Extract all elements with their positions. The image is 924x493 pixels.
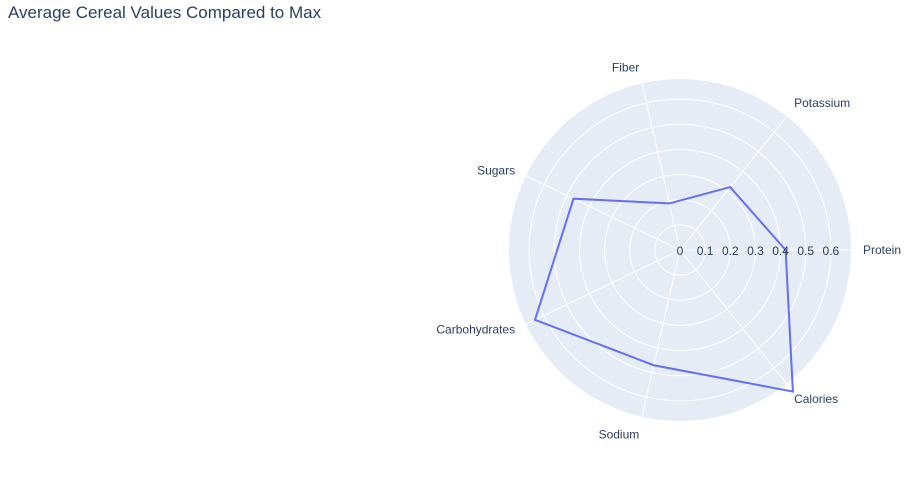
angular-gridlines: [525, 83, 851, 417]
angular-gridline-3: [525, 175, 681, 251]
radial-tick-label: 0.1: [697, 244, 714, 258]
axis-label-sugars: Sugars: [477, 164, 515, 178]
radial-tick-label: 0.6: [823, 244, 840, 258]
axis-label-protein: Protein: [863, 243, 901, 257]
radial-tick-label: 0.4: [772, 244, 789, 258]
angular-gridline-2: [641, 83, 681, 251]
axis-label-potassium: Potassium: [794, 96, 850, 110]
axis-label-sodium: Sodium: [599, 427, 640, 441]
radial-tick-labels: 0 0.1 0.2 0.3 0.4 0.5 0.6: [677, 244, 840, 258]
axis-label-carbohydrates: Carbohydrates: [436, 322, 515, 336]
angular-gridline-6: [679, 249, 788, 385]
chart-title: Average Cereal Values Compared to Max: [8, 3, 322, 22]
angular-gridline-1: [679, 115, 788, 251]
angular-axis-labels: Protein Potassium Fiber Sugars Carbohydrates…: [436, 61, 901, 442]
radial-tick-label: 0: [677, 244, 684, 258]
angular-gridline-4: [525, 249, 681, 325]
axis-label-fiber: Fiber: [612, 61, 639, 75]
radial-tick-label: 0.3: [747, 244, 764, 258]
axis-label-calories: Calories: [794, 392, 838, 406]
series-line: [533, 185, 794, 393]
radial-tick-label: 0.2: [722, 244, 739, 258]
radial-tick-label: 0.5: [797, 244, 814, 258]
angular-gridline-5: [641, 249, 681, 417]
